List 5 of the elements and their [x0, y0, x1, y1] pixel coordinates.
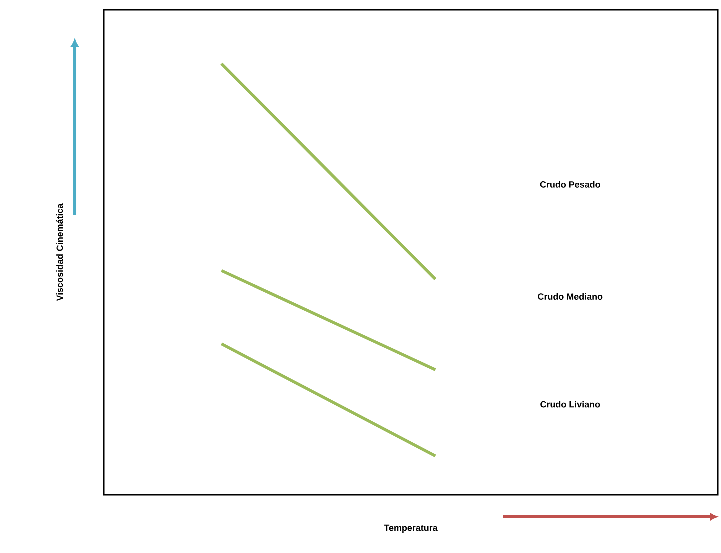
text: Crudo Mediano	[538, 293, 603, 300]
text: Crudo Pesado	[540, 181, 600, 188]
x-axis-title: Temperatura	[384, 524, 438, 533]
text: Crudo Liviano	[540, 401, 600, 408]
y-axis-title: Viscosidad Cinemática	[56, 204, 64, 302]
